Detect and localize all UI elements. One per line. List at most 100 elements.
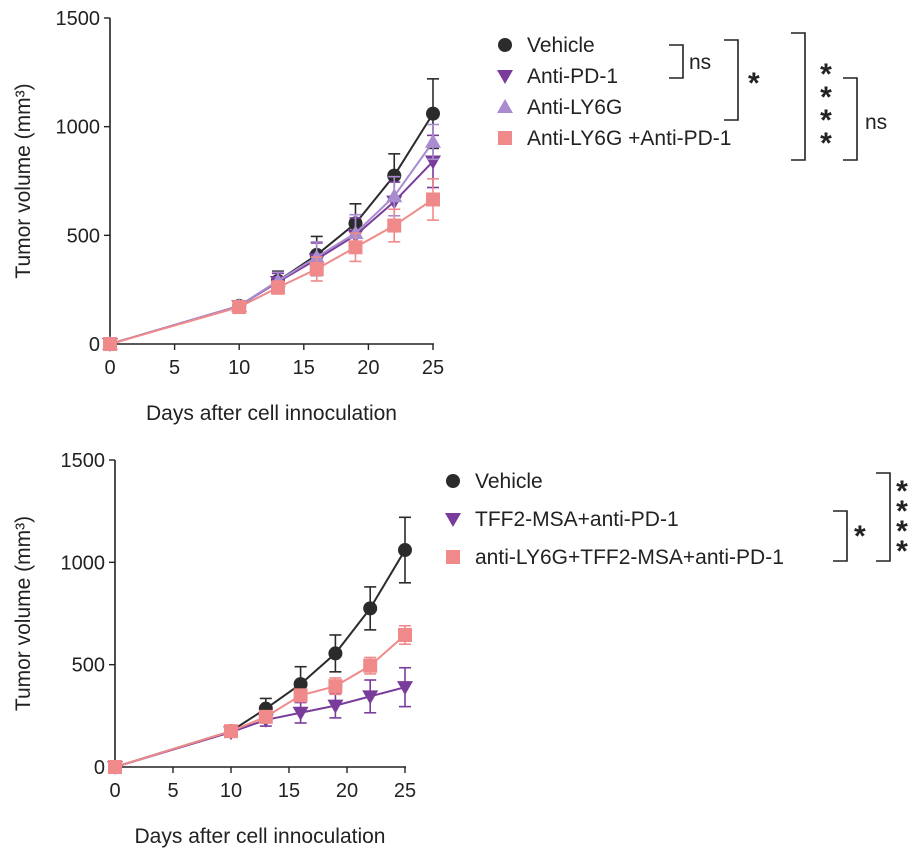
data-point	[426, 192, 440, 207]
x-tick-label: 0	[109, 780, 120, 802]
x-tick-label: 15	[293, 357, 315, 379]
data-point	[398, 543, 412, 558]
x-tick-label: 5	[167, 780, 178, 802]
legend-label: TFF2-MSA+anti-PD-1	[475, 508, 679, 531]
data-point	[387, 218, 402, 233]
significance-char: *	[820, 58, 832, 91]
legend-marker	[498, 38, 512, 52]
legend-entry: Anti-LY6G +Anti-PD-1	[498, 127, 731, 150]
data-point	[108, 760, 122, 774]
bracket-line	[724, 39, 739, 121]
y-tick-label: 1500	[61, 450, 106, 472]
data-point	[258, 709, 273, 724]
data-point	[387, 168, 402, 183]
significance-bracket: * * * *	[791, 32, 832, 161]
x-tick-label: 10	[228, 357, 250, 379]
data-point	[232, 300, 247, 315]
significance-label: ns	[865, 111, 887, 134]
legend-marker	[497, 99, 513, 113]
y-tick-label: 500	[72, 655, 105, 677]
data-point	[348, 240, 363, 255]
legend-entry: TFF2-MSA+anti-PD-1	[445, 508, 679, 531]
legend-marker	[497, 70, 513, 84]
significance-char: *	[896, 495, 908, 528]
bracket-line	[833, 510, 848, 562]
data-point	[308, 249, 325, 264]
significance-char: *	[896, 535, 908, 568]
significance-label: ns	[689, 51, 711, 74]
x-tick-label: 0	[104, 357, 115, 379]
series-anti-ly6g	[102, 123, 441, 350]
significance-label: * * * *	[896, 475, 908, 568]
data-point	[397, 681, 413, 696]
significance-char: *	[896, 475, 908, 508]
legend-label: Anti-PD-1	[527, 65, 618, 88]
significance-bracket: *	[724, 39, 760, 121]
series-vehicle	[108, 516, 412, 774]
y-axis-label: Tumor volume (mm³)	[12, 516, 35, 711]
legend-label: Vehicle	[475, 470, 543, 493]
significance-label: * * * *	[820, 58, 832, 160]
data-point	[224, 724, 238, 739]
data-point	[363, 658, 378, 673]
significance-char: *	[820, 104, 832, 137]
significance-char: *	[820, 81, 832, 114]
data-point	[327, 699, 344, 714]
y-tick-label: 1000	[56, 117, 101, 139]
x-axis-label: Days after cell innoculation	[146, 402, 397, 425]
legend-label: Anti-LY6G +Anti-PD-1	[527, 127, 731, 150]
legend-entry: Vehicle	[498, 34, 595, 57]
data-point	[425, 133, 441, 148]
significance-char: *	[896, 515, 908, 548]
data-point	[426, 106, 440, 121]
x-tick-label: 25	[394, 780, 416, 802]
series-vehicle	[103, 78, 440, 351]
bracket-line	[876, 472, 891, 562]
data-point	[398, 627, 412, 642]
data-point	[292, 706, 309, 721]
bracket-line	[791, 32, 806, 161]
y-tick-label: 0	[94, 757, 105, 779]
data-point	[363, 601, 378, 616]
series-anti-ly6g-anti-pd-1	[103, 178, 440, 351]
significance-bracket: ns	[669, 44, 711, 79]
top-panel: 0 5 10 15 20 25 0 500 1000 1500 Days after cell in…	[12, 8, 887, 425]
x-tick-label: 10	[220, 780, 242, 802]
significance-label: *	[854, 520, 866, 553]
data-point	[362, 690, 379, 705]
x-tick-label: 5	[169, 357, 180, 379]
series-line	[114, 634, 406, 768]
series-line	[109, 113, 434, 345]
legend-entry: Anti-PD-1	[497, 65, 618, 88]
series-tff2-msa-anti-pd-1	[107, 666, 413, 775]
legend-entry: Anti-LY6G	[497, 96, 622, 119]
data-point	[328, 679, 343, 694]
data-point	[293, 677, 308, 692]
x-tick-label: 25	[422, 357, 444, 379]
legend-marker	[498, 131, 512, 145]
y-tick-label: 0	[89, 334, 100, 356]
legend-label: anti-LY6G+TFF2-MSA+anti-PD-1	[475, 546, 784, 569]
bottom-panel: 0 5 10 15 20 25 0 500 1000 1500 Days after cell in…	[12, 450, 908, 848]
data-point	[103, 337, 117, 351]
data-point	[386, 188, 403, 203]
legend-label: Vehicle	[527, 34, 595, 57]
significance-bracket: *	[833, 510, 866, 562]
x-tick-label: 20	[336, 780, 358, 802]
data-point	[270, 280, 285, 295]
legend-label: Anti-LY6G	[527, 96, 622, 119]
legend-marker	[446, 550, 460, 564]
series-anti-ly6g-tff2-msa-anti-pd-1	[108, 624, 412, 774]
significance-label: *	[748, 67, 760, 100]
significance-char: *	[820, 127, 832, 160]
series-anti-pd-1	[102, 134, 441, 352]
y-axis-label: Tumor volume (mm³)	[12, 83, 35, 278]
y-tick-label: 1000	[61, 552, 106, 574]
y-tick-label: 1500	[56, 8, 101, 30]
x-tick-label: 15	[278, 780, 300, 802]
significance-bracket: * * * *	[876, 472, 908, 568]
y-tick-label: 500	[67, 225, 100, 247]
data-point	[293, 688, 308, 703]
bracket-line	[843, 77, 858, 161]
